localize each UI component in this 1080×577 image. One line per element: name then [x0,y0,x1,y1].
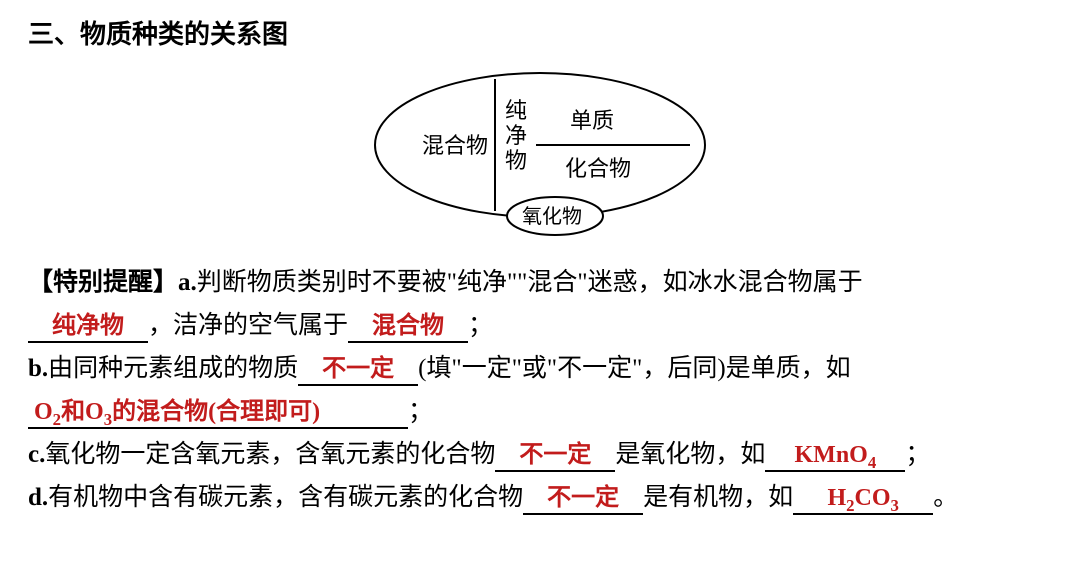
answer-b2: O2和O3的混合物(合理即可) [34,399,320,425]
answer-d1: 不一定 [547,485,619,511]
item-b-text2: (填"一定"或"不一定"，后同)是单质，如 [418,355,850,382]
diagram-center-3: 物 [505,148,527,173]
item-c-text1: 氧化物一定含氧元素，含氧元素的化合物 [45,441,495,468]
item-b-text1: 由同种元素组成的物质 [48,355,298,382]
item-d-text1: 有机物中含有碳元素，含有碳元素的化合物 [48,484,523,511]
content-section: 【特别提醒】a.判断物质类别时不要被"纯净""混合"迷惑，如冰水混合物属于 纯净… [28,261,1052,519]
blank-a2: 混合物 [348,310,468,343]
blank-d1: 不一定 [523,482,643,515]
answer-b1: 不一定 [322,356,394,382]
diagram-right-top: 单质 [570,108,614,133]
item-c: c.氧化物一定含氧元素，含氧元素的化合物不一定是氧化物，如 KMnO4 ； [28,433,1052,476]
item-a-prefix: a. [178,269,197,296]
blank-c1: 不一定 [495,439,615,472]
notice-label: 【特别提醒】 [28,269,178,296]
diagram-left-label: 混合物 [422,133,488,158]
item-a: 【特别提醒】a.判断物质类别时不要被"纯净""混合"迷惑，如冰水混合物属于 [28,261,1052,304]
item-d-prefix: d. [28,484,48,511]
answer-d2: H2CO3 [827,485,898,511]
item-c-text2: 是氧化物，如 [615,441,765,468]
diagram-center-1: 纯 [505,98,527,123]
item-b: b.由同种元素组成的物质不一定 (填"一定"或"不一定"，后同)是单质，如 [28,347,1052,390]
item-b-line2: O2和O3的混合物(合理即可) ； [28,390,1052,433]
diagram-right-bottom: 化合物 [565,156,631,181]
item-d: d.有机物中含有碳元素，含有碳元素的化合物不一定是有机物，如 H2CO3 。 [28,476,1052,519]
blank-a1: 纯净物 [28,310,148,343]
blank-d2: H2CO3 [793,482,933,515]
diagram-container: 混合物 纯 净 物 单质 化合物 氧化物 [28,63,1052,243]
item-a-text1: 判断物质类别时不要被"纯净""混合"迷惑，如冰水混合物属于 [197,269,863,296]
blank-b1: 不一定 [298,353,418,386]
answer-c1: 不一定 [519,442,591,468]
item-d-text3: 。 [933,484,958,511]
item-a-line2: 纯净物 ，洁净的空气属于混合物 ； [28,304,1052,347]
classification-diagram: 混合物 纯 净 物 单质 化合物 氧化物 [350,63,730,243]
answer-c2: KMnO4 [795,442,877,468]
item-a-text2: ，洁净的空气属于 [148,312,348,339]
answer-a1: 纯净物 [52,313,124,339]
item-b-prefix: b. [28,355,48,382]
diagram-center-2: 净 [505,123,527,148]
diagram-sub-oval: 氧化物 [522,205,582,228]
item-a-text3: ； [468,312,493,339]
blank-c2: KMnO4 [765,439,905,472]
item-c-prefix: c. [28,441,45,468]
item-b-text3: ； [408,398,433,425]
item-c-text3: ； [905,441,930,468]
blank-b2: O2和O3的混合物(合理即可) [28,396,408,429]
section-title: 三、物质种类的关系图 [28,14,1052,51]
answer-a2: 混合物 [372,313,444,339]
item-d-text2: 是有机物，如 [643,484,793,511]
